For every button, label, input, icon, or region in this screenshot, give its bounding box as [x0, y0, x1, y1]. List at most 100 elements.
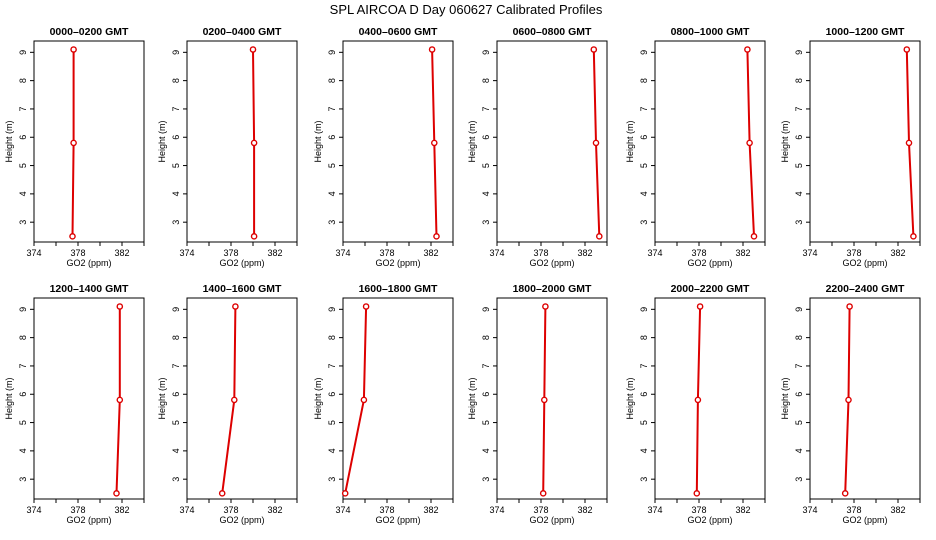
y-tick-label: 4 — [639, 448, 649, 453]
y-tick-label: 4 — [794, 448, 804, 453]
y-tick-label: 3 — [794, 220, 804, 225]
panel-title: 0200–0400 GMT — [203, 26, 282, 38]
y-tick-label: 3 — [18, 220, 28, 225]
y-tick-label: 7 — [794, 106, 804, 111]
plot-frame — [186, 297, 298, 500]
chart-panel: 0600–0800 GMT 374 378 382 3 4 5 6 7 8 9 GO2 (ppm) He… — [467, 26, 608, 268]
chart-panel: 1600–1800 GMT 374 378 382 3 4 5 6 7 8 9 GO2 (ppm) He… — [313, 283, 454, 525]
x-tick-label: 382 — [735, 248, 750, 258]
x-tick-label: 374 — [179, 248, 194, 258]
x-tick-label: 374 — [489, 248, 504, 258]
plot-frame — [496, 297, 608, 500]
y-tick-label: 7 — [18, 363, 28, 368]
x-tick-label: 382 — [577, 248, 592, 258]
y-tick-label: 9 — [794, 307, 804, 312]
y-tick-label: 8 — [794, 335, 804, 340]
plot-frame — [496, 40, 608, 243]
data-point — [541, 396, 548, 404]
data-point — [905, 139, 913, 147]
y-axis-label: Height (m) — [4, 377, 14, 419]
y-tick-label: 4 — [18, 448, 28, 453]
data-point — [113, 490, 120, 497]
plot-frame — [342, 40, 454, 243]
y-tick-label: 7 — [18, 106, 28, 111]
y-tick-label: 6 — [327, 392, 337, 397]
panel-title: 1200–1400 GMT — [50, 283, 129, 295]
x-tick-label: 378 — [691, 505, 706, 515]
data-point — [846, 303, 853, 310]
y-tick-label: 5 — [794, 163, 804, 168]
x-tick-label: 378 — [846, 505, 861, 515]
y-tick-label: 8 — [171, 78, 181, 83]
y-tick-label: 3 — [481, 477, 491, 482]
y-tick-label: 5 — [171, 420, 181, 425]
chart-panel: 1800–2000 GMT 374 378 382 3 4 5 6 7 8 9 GO2 (ppm) He… — [467, 283, 608, 525]
data-point — [249, 46, 257, 53]
data-point — [694, 396, 702, 404]
y-tick-label: 6 — [794, 135, 804, 140]
x-tick-label: 378 — [379, 248, 394, 258]
data-point — [693, 490, 701, 497]
y-axis-label: Height (m) — [780, 377, 790, 419]
x-tick-label: 378 — [691, 248, 706, 258]
y-tick-label: 6 — [481, 135, 491, 140]
data-point — [428, 46, 436, 53]
x-tick-label: 378 — [70, 505, 85, 515]
chart-panel: 0400–0600 GMT 374 378 382 3 4 5 6 7 8 9 GO2 (ppm) He… — [313, 26, 454, 268]
y-tick-label: 6 — [794, 392, 804, 397]
y-tick-label: 8 — [794, 78, 804, 83]
y-axis-label: Height (m) — [625, 377, 635, 419]
y-tick-label: 5 — [171, 163, 181, 168]
y-tick-label: 3 — [639, 220, 649, 225]
panel-title: 1400–1600 GMT — [203, 283, 282, 295]
plot-frame — [654, 40, 766, 243]
y-tick-label: 9 — [639, 307, 649, 312]
y-tick-label: 8 — [18, 335, 28, 340]
data-point — [69, 233, 76, 240]
y-axis-label: Height (m) — [467, 377, 477, 419]
y-tick-label: 4 — [327, 191, 337, 196]
data-point — [70, 46, 77, 53]
y-tick-label: 3 — [481, 220, 491, 225]
y-tick-label: 4 — [18, 191, 28, 196]
x-tick-label: 374 — [335, 248, 350, 258]
plot-frame — [33, 297, 145, 500]
y-axis-label: Height (m) — [780, 120, 790, 162]
data-point — [590, 46, 598, 53]
y-tick-label: 9 — [639, 50, 649, 55]
y-tick-label: 6 — [327, 135, 337, 140]
data-point — [218, 490, 226, 497]
data-point — [230, 396, 238, 404]
chart-panel: 2000–2200 GMT 374 378 382 3 4 5 6 7 8 9 GO2 (ppm) He… — [625, 283, 766, 525]
data-point — [903, 46, 911, 53]
y-tick-label: 9 — [794, 50, 804, 55]
data-point — [542, 303, 549, 310]
chart-panel: 1400–1600 GMT 374 378 382 3 4 5 6 7 8 9 GO2 (ppm) He… — [157, 283, 298, 525]
data-point — [341, 490, 349, 497]
y-tick-label: 6 — [639, 135, 649, 140]
data-point — [232, 303, 239, 310]
x-axis-label: GO2 (ppm) — [842, 258, 887, 268]
data-point — [360, 396, 368, 404]
y-tick-label: 9 — [171, 307, 181, 312]
y-tick-label: 5 — [639, 420, 649, 425]
data-point — [539, 490, 547, 497]
y-tick-label: 3 — [18, 477, 28, 482]
x-tick-label: 374 — [647, 505, 662, 515]
y-tick-label: 6 — [18, 392, 28, 397]
y-tick-label: 8 — [327, 335, 337, 340]
y-tick-label: 7 — [327, 363, 337, 368]
y-tick-label: 5 — [327, 420, 337, 425]
x-tick-label: 378 — [223, 248, 238, 258]
x-tick-label: 374 — [802, 248, 817, 258]
y-tick-label: 3 — [171, 477, 181, 482]
y-axis-label: Height (m) — [157, 377, 167, 419]
panel-title: 0800–1000 GMT — [671, 26, 750, 38]
panel-title: 0400–0600 GMT — [359, 26, 438, 38]
y-tick-label: 8 — [327, 78, 337, 83]
chart-panel: 0800–1000 GMT 374 378 382 3 4 5 6 7 8 9 GO2 (ppm) He… — [625, 26, 766, 268]
y-tick-label: 8 — [639, 78, 649, 83]
panel-title: 0600–0800 GMT — [513, 26, 592, 38]
x-tick-label: 374 — [335, 505, 350, 515]
panel-title: 0000–0200 GMT — [50, 26, 129, 38]
